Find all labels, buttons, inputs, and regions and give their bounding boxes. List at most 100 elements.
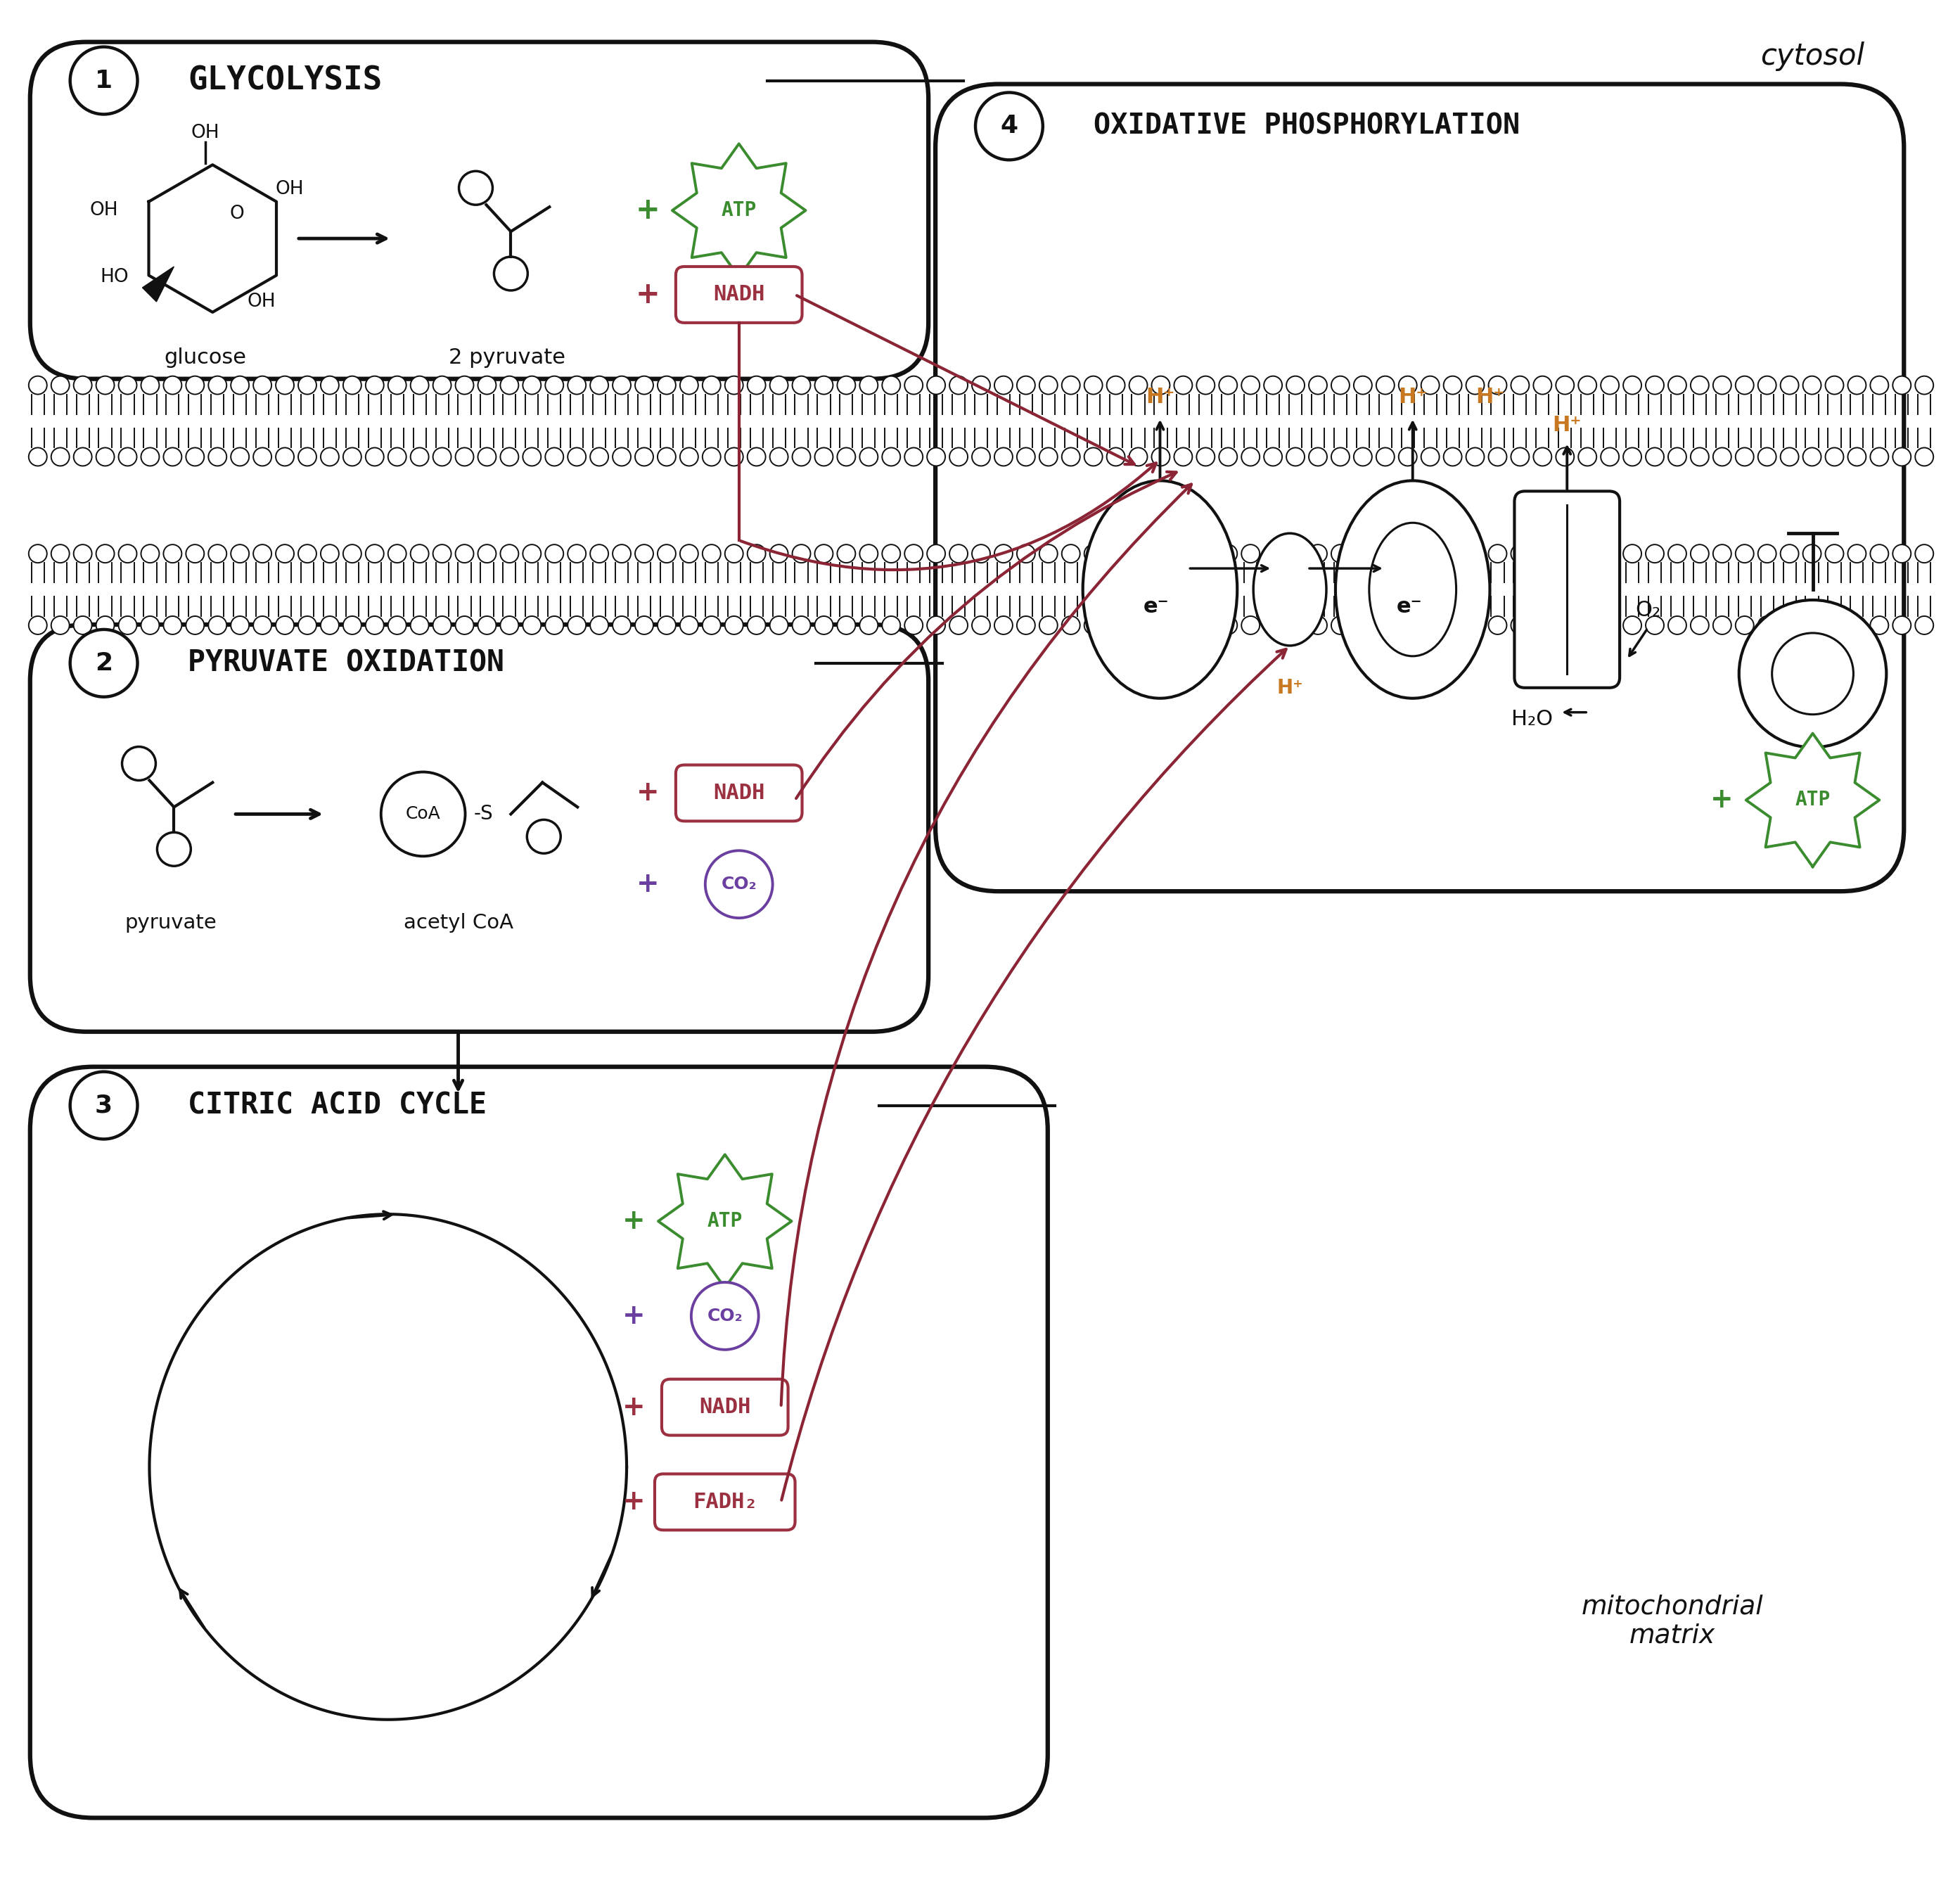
Circle shape — [613, 544, 631, 563]
Circle shape — [882, 616, 900, 635]
Circle shape — [118, 616, 137, 635]
Text: 2 pyruvate: 2 pyruvate — [449, 348, 566, 369]
Circle shape — [523, 616, 541, 635]
Circle shape — [1331, 616, 1350, 635]
Circle shape — [208, 544, 227, 563]
Circle shape — [792, 544, 811, 563]
Circle shape — [702, 616, 721, 635]
Circle shape — [1713, 544, 1731, 563]
Circle shape — [298, 544, 316, 563]
Circle shape — [1152, 448, 1170, 467]
Circle shape — [882, 448, 900, 467]
Text: PYRUVATE OXIDATION: PYRUVATE OXIDATION — [188, 648, 504, 679]
Circle shape — [433, 376, 451, 395]
Circle shape — [568, 616, 586, 635]
Circle shape — [1691, 544, 1709, 563]
Circle shape — [1623, 544, 1641, 563]
Circle shape — [882, 376, 900, 395]
Circle shape — [1668, 448, 1686, 467]
Circle shape — [1376, 376, 1394, 395]
Circle shape — [74, 376, 92, 395]
Text: ATP: ATP — [1795, 790, 1831, 811]
Circle shape — [747, 544, 766, 563]
Circle shape — [837, 544, 855, 563]
Circle shape — [74, 448, 92, 467]
Circle shape — [321, 448, 339, 467]
Circle shape — [927, 448, 945, 467]
Text: H⁺: H⁺ — [1145, 387, 1174, 406]
Circle shape — [253, 544, 272, 563]
Circle shape — [1825, 448, 1844, 467]
Circle shape — [1511, 616, 1529, 635]
Circle shape — [29, 616, 47, 635]
Circle shape — [500, 544, 519, 563]
Circle shape — [118, 448, 137, 467]
Circle shape — [276, 544, 294, 563]
Circle shape — [367, 544, 384, 563]
Circle shape — [455, 616, 474, 635]
Circle shape — [1421, 376, 1439, 395]
Text: CoA: CoA — [406, 805, 441, 822]
Circle shape — [1331, 448, 1350, 467]
Text: CITRIC ACID CYCLE: CITRIC ACID CYCLE — [188, 1091, 486, 1121]
Circle shape — [186, 544, 204, 563]
Circle shape — [1039, 448, 1058, 467]
Circle shape — [321, 544, 339, 563]
Circle shape — [792, 376, 811, 395]
Text: NADH: NADH — [700, 1397, 751, 1418]
Circle shape — [747, 448, 766, 467]
Circle shape — [725, 544, 743, 563]
Circle shape — [1286, 376, 1305, 395]
Circle shape — [388, 544, 406, 563]
Circle shape — [253, 448, 272, 467]
Circle shape — [1286, 616, 1305, 635]
Circle shape — [1017, 376, 1035, 395]
Circle shape — [815, 376, 833, 395]
Circle shape — [433, 448, 451, 467]
Circle shape — [1241, 544, 1260, 563]
Circle shape — [367, 448, 384, 467]
Circle shape — [96, 544, 114, 563]
Circle shape — [231, 616, 249, 635]
Circle shape — [478, 544, 496, 563]
Circle shape — [972, 448, 990, 467]
Circle shape — [1152, 544, 1170, 563]
Circle shape — [1062, 616, 1080, 635]
Circle shape — [1084, 448, 1102, 467]
Circle shape — [590, 376, 608, 395]
Text: +: + — [637, 781, 659, 807]
Circle shape — [51, 544, 69, 563]
Circle shape — [163, 376, 182, 395]
Circle shape — [1152, 616, 1170, 635]
Circle shape — [500, 448, 519, 467]
Circle shape — [1870, 448, 1889, 467]
Circle shape — [1152, 376, 1170, 395]
Text: 2: 2 — [94, 652, 112, 675]
Circle shape — [71, 1072, 137, 1140]
Circle shape — [433, 544, 451, 563]
Text: 1: 1 — [94, 68, 112, 93]
Circle shape — [906, 448, 923, 467]
Circle shape — [388, 376, 406, 395]
Polygon shape — [143, 266, 174, 302]
Circle shape — [1870, 376, 1889, 395]
Circle shape — [163, 544, 182, 563]
Circle shape — [1915, 448, 1933, 467]
Circle shape — [1376, 616, 1394, 635]
Circle shape — [1174, 616, 1192, 635]
Circle shape — [1174, 376, 1192, 395]
Circle shape — [1556, 616, 1574, 635]
Circle shape — [459, 172, 492, 204]
Circle shape — [1915, 376, 1933, 395]
Text: CO₂: CO₂ — [708, 1308, 743, 1325]
Circle shape — [1713, 448, 1731, 467]
Circle shape — [1286, 448, 1305, 467]
FancyBboxPatch shape — [29, 1066, 1049, 1818]
Circle shape — [1772, 633, 1854, 714]
Circle shape — [1488, 376, 1507, 395]
Circle shape — [51, 616, 69, 635]
Circle shape — [1331, 544, 1350, 563]
Circle shape — [976, 93, 1043, 161]
Text: HO: HO — [100, 268, 129, 285]
Circle shape — [478, 376, 496, 395]
